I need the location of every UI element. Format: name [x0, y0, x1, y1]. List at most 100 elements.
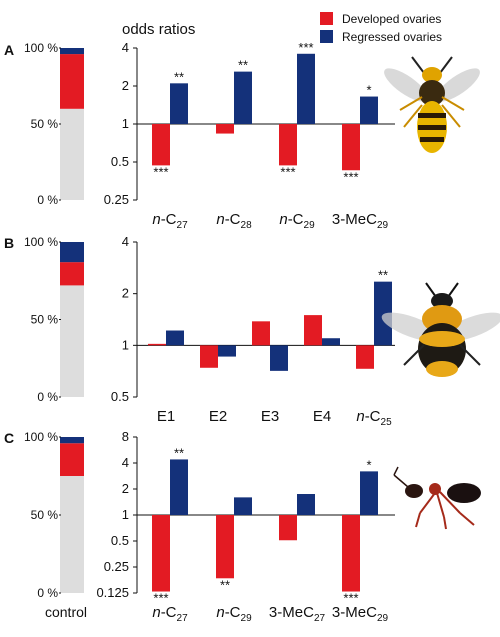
y-tick-label: 0.5 — [111, 154, 129, 169]
y-tick-label: 0.25 — [104, 192, 129, 207]
bumblebee-image — [381, 282, 500, 377]
y-tick-label: 0.5 — [111, 533, 129, 548]
y-tick-label: 2 — [122, 78, 129, 93]
y-tick-label: 1 — [122, 507, 129, 522]
panel-c: 0 %50 %100 %0.1250.250.51248*****n-C27**… — [24, 429, 395, 624]
legend-swatch-developed — [320, 12, 333, 25]
category-label: n-C29 — [216, 604, 252, 624]
significance-mark: ** — [378, 268, 388, 283]
y-tick-label: 2 — [122, 286, 129, 301]
category-label: n-C29 — [279, 211, 315, 231]
bar-regressed — [322, 338, 340, 346]
control-tick-label: 100 % — [24, 430, 58, 444]
significance-mark: * — [366, 457, 371, 472]
category-label: 3-MeC29 — [332, 211, 389, 231]
category-label: n-C27 — [152, 604, 188, 624]
bar-regressed — [360, 471, 378, 515]
category-label: 3-MeC29 — [332, 604, 389, 624]
panel-letter-c: C — [4, 430, 14, 446]
bar-regressed — [374, 281, 392, 346]
significance-mark: * — [366, 83, 371, 98]
bar-regressed — [360, 96, 378, 124]
control-bar-grey — [60, 476, 84, 593]
significance-mark: ** — [220, 577, 230, 592]
y-tick-label: 1 — [122, 337, 129, 352]
control-tick-label: 50 % — [31, 508, 59, 522]
bar-developed — [148, 343, 166, 346]
category-label: n-C25 — [356, 408, 392, 428]
control-tick-label: 0 % — [37, 193, 58, 207]
bar-regressed — [297, 53, 315, 124]
y-tick-label: 4 — [122, 234, 129, 249]
bar-developed — [356, 345, 374, 369]
bar-developed — [304, 315, 322, 346]
category-label: n-C27 — [152, 211, 188, 231]
significance-mark: *** — [343, 591, 358, 606]
control-tick-label: 0 % — [37, 586, 58, 600]
category-label: E3 — [261, 408, 279, 425]
legend: Developed ovaries Regressed ovaries — [320, 12, 442, 44]
bar-developed — [252, 321, 270, 346]
bar-regressed — [234, 497, 252, 515]
control-bar-grey — [60, 108, 84, 200]
significance-mark: ** — [238, 58, 248, 73]
control-tick-label: 50 % — [31, 117, 59, 131]
panel-a: 0 %50 %100 %0.250.5124*****n-C27**n-C28*… — [24, 40, 395, 231]
control-tick-label: 100 % — [24, 235, 58, 249]
bar-regressed — [218, 345, 236, 357]
panels: 0 %50 %100 %0.250.5124*****n-C27**n-C28*… — [24, 40, 395, 624]
bar-developed — [279, 124, 297, 166]
significance-mark: *** — [153, 591, 168, 606]
category-label: 3-MeC27 — [269, 604, 326, 624]
control-bar-red — [60, 54, 84, 109]
y-axis-title: odds ratios — [122, 21, 195, 38]
y-tick-label: 2 — [122, 481, 129, 496]
control-bar-blue — [60, 437, 84, 444]
bar-developed — [152, 124, 170, 166]
significance-mark: ** — [174, 69, 184, 84]
bar-developed — [216, 515, 234, 579]
bar-regressed — [170, 459, 188, 515]
y-tick-label: 8 — [122, 429, 129, 444]
bar-developed — [342, 124, 360, 171]
control-label: control — [45, 604, 87, 620]
bar-regressed — [166, 330, 184, 346]
bar-developed — [216, 124, 234, 134]
panel-b: 0 % 50 % 100 % 0.5 1 2 4 E1 E2 E3 E4 ** n-C25 — [24, 234, 395, 428]
panel-letter-a: A — [4, 42, 14, 58]
bar-developed — [200, 345, 218, 368]
control-bar-red — [60, 443, 84, 476]
category-label: E1 — [157, 408, 175, 425]
bar-regressed — [170, 83, 188, 124]
legend-swatch-regressed — [320, 30, 333, 43]
significance-mark: ** — [174, 445, 184, 460]
bar-developed — [342, 515, 360, 592]
category-label: E4 — [313, 408, 331, 425]
significance-mark: *** — [153, 164, 168, 179]
y-tick-label: 4 — [122, 40, 129, 55]
legend-label-developed: Developed ovaries — [342, 12, 441, 26]
y-tick-label: 0.5 — [111, 389, 129, 404]
control-bar-blue — [60, 48, 84, 55]
y-tick-label: 4 — [122, 455, 129, 470]
ant-image — [393, 466, 481, 530]
y-tick-label: 0.125 — [96, 585, 129, 600]
bar-developed — [279, 515, 297, 541]
legend-label-regressed: Regressed ovaries — [342, 30, 442, 44]
significance-mark: *** — [298, 40, 313, 55]
wasp-image — [384, 56, 480, 153]
significance-mark: *** — [280, 164, 295, 179]
control-tick-label: 50 % — [31, 313, 59, 327]
y-tick-label: 0.25 — [104, 559, 129, 574]
bar-regressed — [234, 71, 252, 124]
control-bar-grey — [60, 285, 84, 397]
control-tick-label: 100 % — [24, 41, 58, 55]
control-bar-red — [60, 262, 84, 286]
panel-letter-b: B — [4, 235, 14, 251]
bar-regressed — [270, 345, 288, 371]
bar-regressed — [297, 494, 315, 515]
control-tick-label: 0 % — [37, 390, 58, 404]
y-tick-label: 1 — [122, 116, 129, 131]
bar-developed — [152, 515, 170, 592]
